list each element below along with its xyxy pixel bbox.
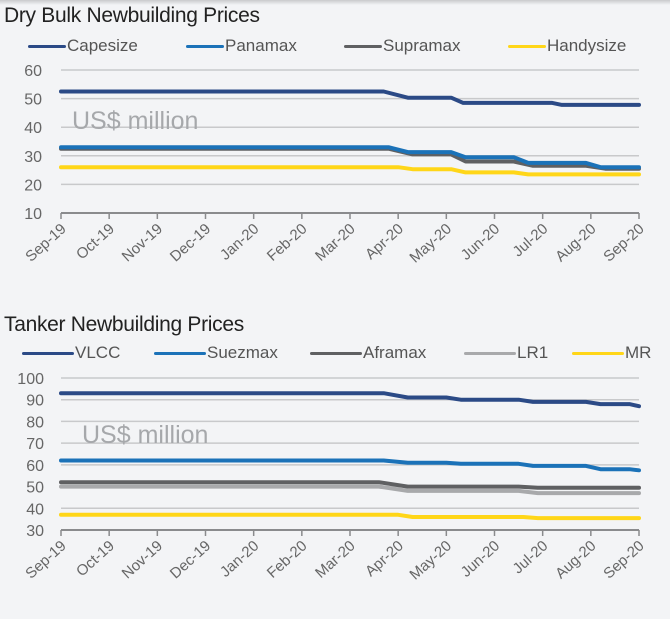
- legend-label: Panamax: [225, 36, 297, 55]
- y-tick-label: 50: [24, 92, 42, 109]
- y-tick-label: 40: [24, 120, 42, 137]
- y-tick-label: 30: [26, 523, 44, 540]
- x-tick-label: Aug-20: [552, 537, 599, 582]
- legend-swatch: [572, 351, 624, 355]
- series-line-mr: [59, 512, 641, 521]
- legend-label: Handysize: [547, 36, 627, 55]
- legend-item-panamax: Panamax: [186, 36, 297, 56]
- legend-label: Suezmax: [207, 343, 278, 362]
- y-tick-label: 80: [26, 414, 44, 431]
- x-tick-label: Dec-19: [167, 537, 214, 582]
- legend-item-lr1: LR1: [464, 343, 548, 363]
- legend: VLCC Suezmax Aframax LR1 MR: [0, 343, 670, 363]
- chart-title: Dry Bulk Newbuilding Prices: [4, 4, 260, 27]
- x-tick-label: Apr-20: [362, 537, 407, 580]
- x-tick-label: Oct-19: [73, 537, 118, 580]
- series-line-aframax: [59, 480, 641, 490]
- legend-item-supramax: Supramax: [344, 36, 460, 56]
- y-tick-label: 50: [26, 480, 44, 497]
- top-shadow: [0, 0, 670, 5]
- legend-swatch: [22, 351, 74, 355]
- series-line-lr1: [59, 484, 641, 496]
- x-tick-label: Feb-20: [264, 537, 311, 581]
- legend-item-vlcc: VLCC: [22, 343, 120, 363]
- chart-title: Tanker Newbuilding Prices: [4, 313, 244, 336]
- y-tick-label: 90: [26, 393, 44, 410]
- series-line-panamax: [59, 145, 641, 170]
- legend-label: LR1: [517, 343, 549, 362]
- legend-swatch: [344, 44, 382, 48]
- x-tick-label: Jul-20: [510, 537, 552, 577]
- legend-label: Capesize: [67, 36, 138, 55]
- dry-bulk-chart: Dry Bulk Newbuilding Prices Capesize Pan…: [0, 0, 670, 300]
- x-tick-label: Mar-20: [312, 537, 359, 581]
- series-line-vlcc: [59, 391, 641, 409]
- x-tick-label: Sep-19: [22, 537, 69, 582]
- legend-item-mr: MR: [572, 343, 651, 363]
- series-line-capesize: [59, 89, 641, 107]
- legend: Capesize Panamax Supramax Handysize: [0, 36, 670, 56]
- legend-label: MR: [625, 343, 652, 362]
- series-line-suezmax: [59, 458, 641, 473]
- legend-item-handysize: Handysize: [508, 36, 626, 56]
- x-tick-label: Sep-20: [600, 537, 647, 582]
- legend-swatch: [28, 44, 66, 48]
- legend-swatch: [310, 351, 362, 355]
- y-tick-label: 60: [24, 63, 42, 80]
- y-tick-label: 40: [26, 501, 44, 518]
- x-tick-label: Jun-20: [458, 537, 503, 580]
- y-tick-label: 10: [24, 206, 42, 223]
- y-tick-label: 100: [17, 371, 44, 388]
- y-tick-label: 70: [26, 436, 44, 453]
- y-tick-label: 20: [24, 177, 42, 194]
- legend-label: Supramax: [383, 36, 461, 55]
- legend-swatch: [186, 44, 224, 48]
- x-tick-label: Nov-19: [119, 537, 166, 582]
- legend-swatch: [154, 351, 206, 355]
- series-line-handysize: [59, 165, 641, 177]
- y-tick-label: 30: [24, 149, 42, 166]
- unit-annotation: US$ million: [72, 107, 198, 135]
- legend-swatch: [464, 351, 516, 355]
- legend-swatch: [508, 44, 546, 48]
- x-tick-label: May-20: [406, 537, 455, 583]
- legend-label: VLCC: [75, 343, 121, 362]
- y-tick-label: 60: [26, 458, 44, 475]
- unit-annotation: US$ million: [82, 421, 208, 449]
- legend-item-aframax: Aframax: [310, 343, 426, 363]
- x-tick-label: Jan-20: [217, 537, 262, 580]
- legend-item-suezmax: Suezmax: [154, 343, 278, 363]
- legend-item-capesize: Capesize: [28, 36, 138, 56]
- legend-label: Aframax: [363, 343, 427, 362]
